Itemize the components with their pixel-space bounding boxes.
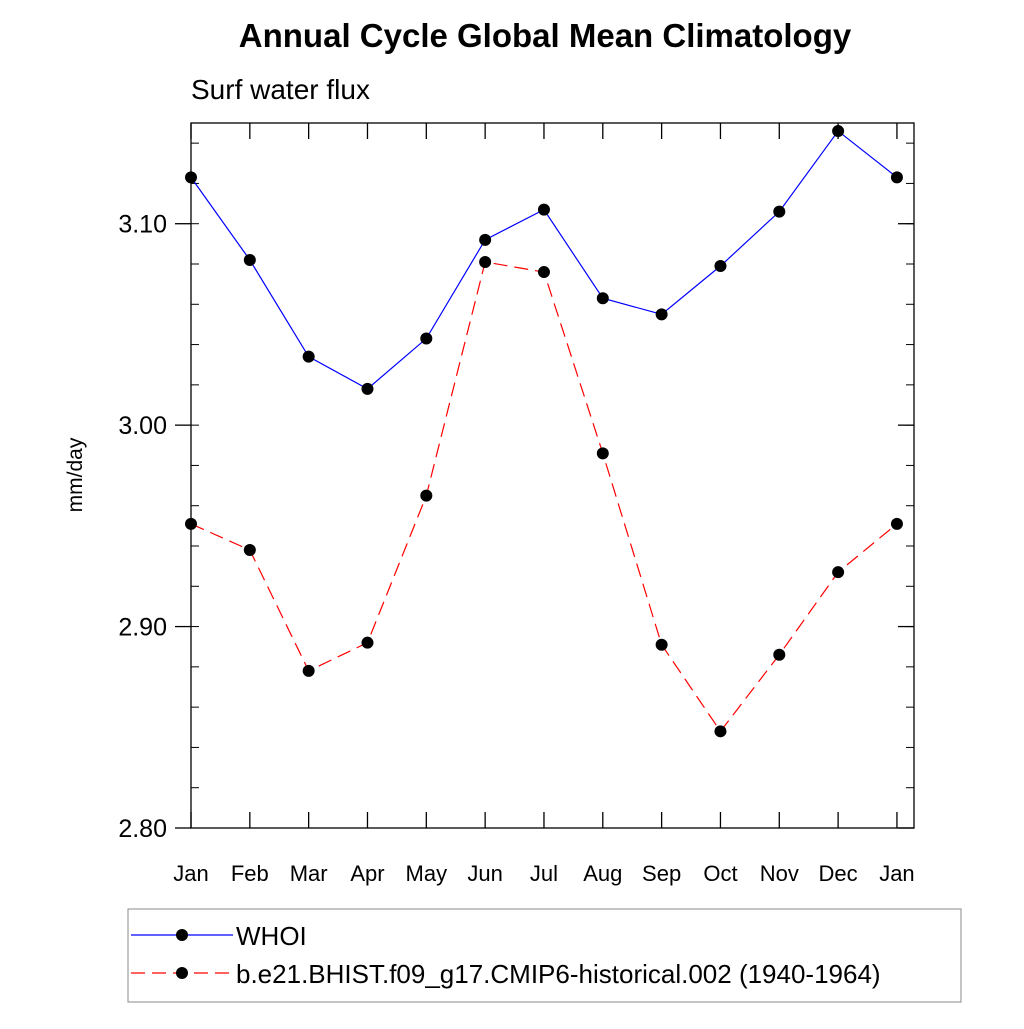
x-tick-label: May xyxy=(406,861,448,886)
data-point xyxy=(420,332,433,345)
data-point xyxy=(420,489,433,502)
legend-marker xyxy=(176,967,188,979)
data-point xyxy=(832,566,845,579)
x-tick-label: Mar xyxy=(290,861,328,886)
x-tick-label: Dec xyxy=(819,861,858,886)
y-tick-label: 2.80 xyxy=(118,815,167,843)
data-point xyxy=(773,205,786,218)
data-point xyxy=(479,255,492,268)
data-point xyxy=(714,260,727,273)
x-tick-label: Jul xyxy=(530,861,558,886)
x-tick-label: Aug xyxy=(583,861,622,886)
x-tick-label: Jan xyxy=(879,861,914,886)
data-point xyxy=(243,544,256,557)
data-point xyxy=(832,125,845,138)
data-point xyxy=(890,517,903,530)
series-line-1 xyxy=(190,261,898,733)
data-point xyxy=(185,171,197,184)
data-point xyxy=(479,233,492,246)
data-point xyxy=(361,382,374,395)
x-tick-label: Apr xyxy=(350,861,384,886)
y-axis-label: mm/day xyxy=(64,437,87,512)
x-tick-label: Sep xyxy=(642,861,681,886)
data-point xyxy=(773,648,786,661)
y-tick-label: 3.00 xyxy=(118,412,167,440)
data-point xyxy=(537,203,550,216)
x-tick-label: Nov xyxy=(760,861,799,886)
data-point xyxy=(185,517,197,530)
data-point xyxy=(714,725,727,738)
y-tick-label: 2.90 xyxy=(118,614,167,642)
x-tick-label: Jan xyxy=(173,861,208,886)
data-point xyxy=(596,447,609,460)
x-tick-label: Feb xyxy=(231,861,269,886)
legend-label: b.e21.BHIST.f09_g17.CMIP6-historical.002… xyxy=(236,959,881,989)
legend-label: WHOI xyxy=(236,921,307,951)
x-tick-label: Oct xyxy=(703,861,737,886)
legend-box xyxy=(127,908,962,1003)
data-point xyxy=(596,292,609,305)
x-tick-label: Jun xyxy=(467,861,502,886)
data-point xyxy=(302,664,315,677)
series-line-0 xyxy=(190,130,898,390)
chart-subtitle: Surf water flux xyxy=(191,74,370,105)
data-point xyxy=(537,266,550,279)
legend-marker xyxy=(176,929,188,941)
data-point xyxy=(302,350,315,363)
chart-title: Annual Cycle Global Mean Climatology xyxy=(239,17,852,54)
plot-frame xyxy=(190,122,915,829)
data-point xyxy=(243,253,256,266)
data-point xyxy=(655,308,668,321)
data-point xyxy=(655,638,668,651)
y-tick-label: 3.10 xyxy=(118,211,167,239)
data-point xyxy=(890,171,903,184)
data-point xyxy=(361,636,374,649)
